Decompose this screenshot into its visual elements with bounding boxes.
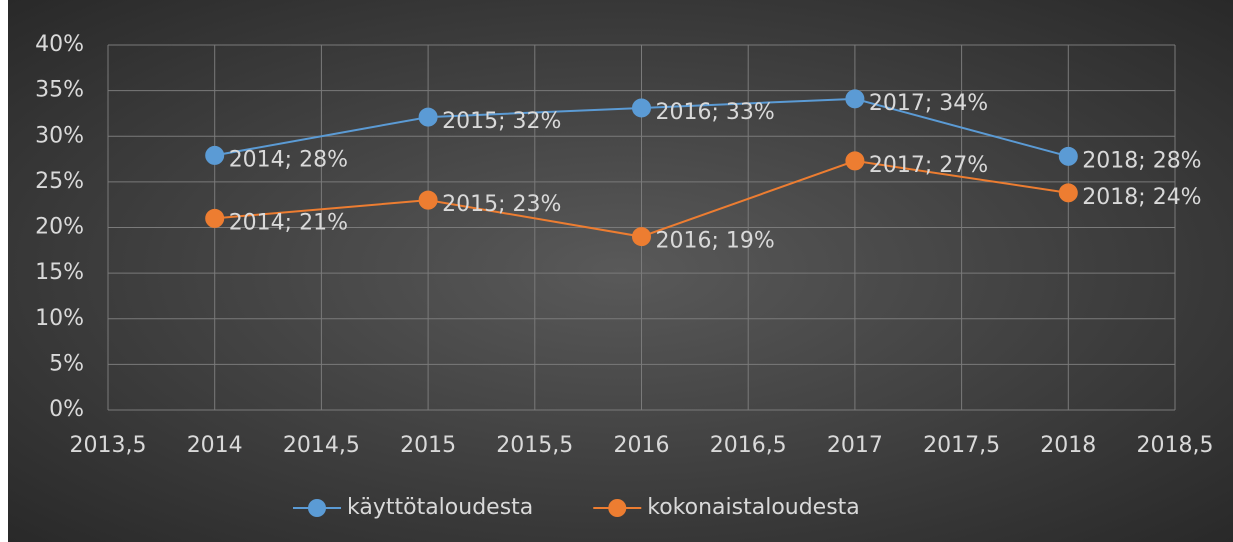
legend-label: käyttötaloudesta (347, 495, 533, 520)
x-tick-label: 2014 (187, 433, 243, 458)
y-tick-label: 0% (49, 397, 84, 422)
y-tick-label: 35% (35, 78, 84, 103)
data-label: 2016; 33% (656, 100, 775, 125)
data-label: 2015; 32% (442, 109, 561, 134)
marker (632, 227, 651, 247)
y-tick-label: 25% (35, 169, 84, 194)
y-tick-label: 15% (35, 260, 84, 285)
x-tick-label: 2016,5 (710, 433, 787, 458)
y-tick-label: 5% (49, 351, 84, 376)
legend-marker (308, 499, 326, 517)
x-tick-label: 2018 (1040, 433, 1096, 458)
data-label: 2017; 34% (869, 91, 988, 116)
marker (205, 208, 225, 228)
marker (845, 151, 865, 171)
data-label: 2016; 19% (656, 229, 775, 254)
x-tick-label: 2015 (400, 433, 456, 458)
marker (1058, 146, 1078, 166)
x-tick-label: 2017,5 (923, 433, 1000, 458)
x-tick-label: 2014,5 (283, 433, 360, 458)
x-tick-label: 2015,5 (496, 433, 573, 458)
marker (418, 107, 438, 127)
marker (632, 98, 651, 118)
y-tick-label: 30% (35, 123, 84, 148)
y-tick-label: 10% (35, 306, 84, 331)
data-label: 2014; 28% (229, 147, 348, 172)
marker (845, 89, 865, 109)
x-tick-label: 2018,5 (1137, 433, 1214, 458)
legend-label: kokonaistaloudesta (647, 495, 860, 520)
data-label: 2015; 23% (442, 192, 561, 217)
y-tick-label: 40% (35, 32, 84, 57)
marker (418, 190, 438, 210)
x-tick-label: 2016 (614, 433, 670, 458)
y-tick-label: 20% (35, 215, 84, 240)
marker (1058, 183, 1078, 203)
x-tick-label: 2017 (827, 433, 883, 458)
data-label: 2018; 28% (1082, 148, 1201, 173)
data-label: 2018; 24% (1082, 185, 1201, 210)
legend-marker (608, 499, 627, 517)
data-label: 2017; 27% (869, 153, 988, 178)
x-tick-label: 2013,5 (70, 433, 147, 458)
marker (205, 145, 225, 165)
data-label: 2014; 21% (229, 210, 348, 235)
chart-background (8, 0, 1233, 542)
